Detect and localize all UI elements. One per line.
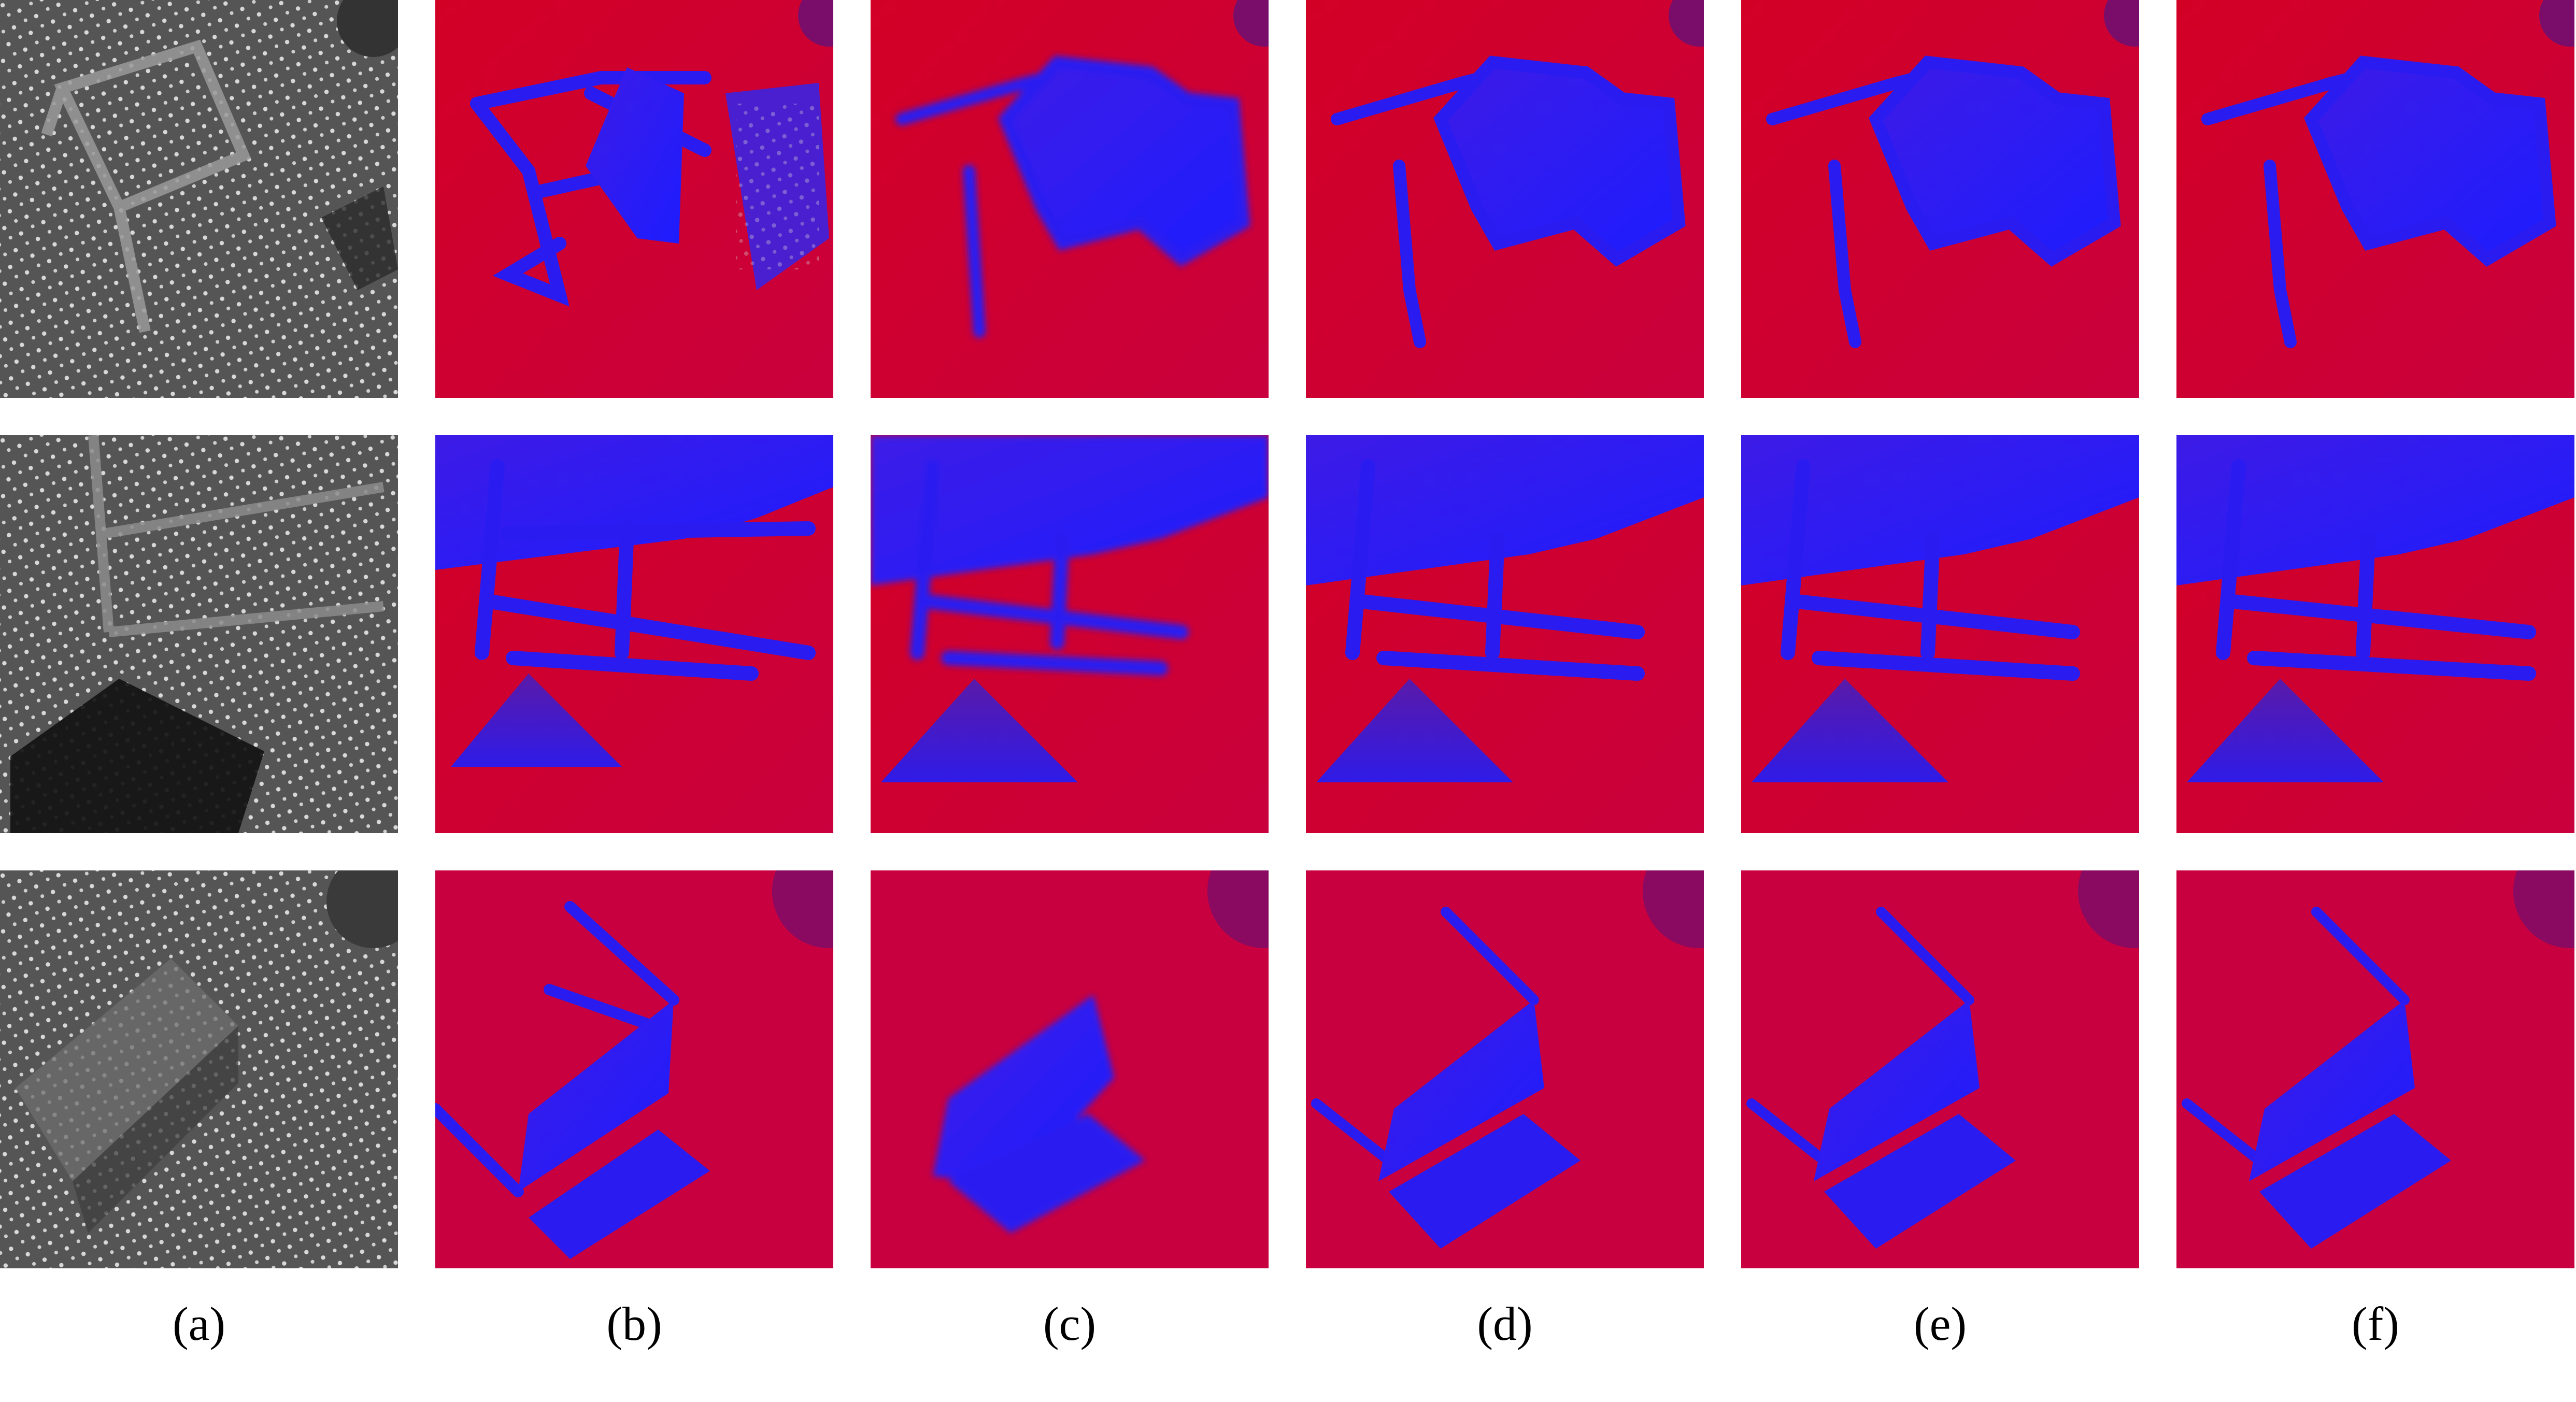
ir-image-row3 (0, 870, 398, 1268)
caption-e: (e) (1913, 1297, 1967, 1350)
depth-map-row3-d (1306, 870, 1704, 1268)
caption-f: (f) (2352, 1297, 2399, 1350)
depth-map-row1-e (1741, 0, 2139, 398)
depth-map-row3-b (435, 870, 833, 1268)
depth-map-row2-e (1741, 435, 2139, 833)
depth-map-row1-d (1306, 0, 1704, 398)
depth-map-row2-b (435, 435, 833, 833)
ir-image-row1 (0, 0, 398, 398)
depth-map-row2-c (871, 435, 1269, 833)
caption-a: (a) (172, 1297, 226, 1350)
caption-b: (b) (606, 1297, 662, 1350)
ir-image-row2 (0, 435, 398, 833)
depth-map-row2-d (1306, 435, 1704, 833)
depth-map-row3-e (1741, 870, 2139, 1268)
depth-map-row3-f (2176, 870, 2574, 1268)
depth-map-row1-b (435, 0, 833, 398)
depth-map-row1-c (871, 0, 1269, 398)
caption-d: (d) (1477, 1297, 1533, 1350)
depth-map-row1-f (2176, 0, 2574, 398)
depth-map-row3-c (871, 870, 1269, 1268)
caption-c: (c) (1043, 1297, 1097, 1350)
depth-map-row2-f (2176, 435, 2574, 833)
